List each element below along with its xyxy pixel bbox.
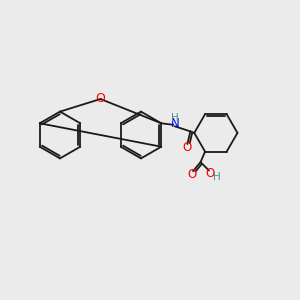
- Text: O: O: [206, 167, 215, 180]
- Text: O: O: [96, 92, 105, 106]
- Text: N: N: [170, 117, 179, 130]
- Text: O: O: [188, 168, 197, 181]
- Text: H: H: [214, 172, 221, 182]
- Text: H: H: [172, 113, 179, 123]
- Text: O: O: [183, 141, 192, 154]
